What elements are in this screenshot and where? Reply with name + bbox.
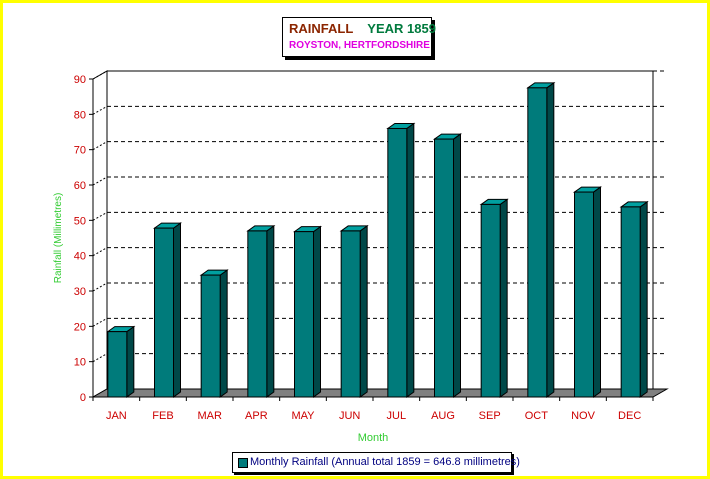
gridline-side [92,247,108,257]
bar-nov [574,191,594,398]
legend-label: Monthly Rainfall (Annual total 1859 = 64… [250,456,520,468]
chart-legend: Monthly Rainfall (Annual total 1859 = 64… [232,452,520,473]
bar-side [219,269,228,398]
x-tick-label: MAR [197,410,222,422]
gridline-side [92,105,108,115]
rainfall-chart: 0 10 20 30 40 50 60 70 80 90 JAN FEB MAR APR MAY JUN JUL… [53,70,669,444]
gridline-side [92,211,108,221]
gridline-side [92,317,108,327]
bar-jun [340,230,361,398]
bar-apr [247,230,268,398]
gridline-side [92,176,108,186]
x-tick-label: OCT [525,410,549,422]
bar-side [453,133,461,398]
y-tick-label: 10 [74,357,86,369]
bar-side [593,186,601,398]
chart-subtitle: ROYSTON, HERTFORDSHIRE [289,40,430,51]
plot-side-wall [92,70,108,398]
y-tick-label: 20 [74,321,86,333]
y-tick-label: 60 [74,180,86,192]
y-tick-label: 70 [74,145,86,157]
x-tick-label: APR [245,410,268,422]
legend-swatch [238,458,248,468]
x-tick-label: JAN [106,410,127,422]
x-tick-label: NOV [571,410,596,422]
y-tick-label: 0 [80,392,86,404]
chart-title-box: RAINFALL YEAR 1859 ROYSTON, HERTFORDSHIRE [282,17,436,57]
y-axis-label: Rainfall (Millimetres) [53,193,64,284]
bar-mar [200,274,221,398]
gridline-side [92,353,108,363]
bar-sep [480,203,501,398]
x-tick-label: JUN [339,410,360,422]
y-tick-label: 50 [74,215,86,227]
x-tick-label: SEP [479,410,501,422]
bar-side [173,222,181,398]
bar-side [546,81,555,398]
bar-side [639,200,648,398]
y-tick-label: 30 [74,286,86,298]
y-tick-label: 90 [74,74,86,86]
bar-dec [620,206,641,398]
x-tick-label: DEC [618,410,641,422]
bar-oct [527,87,548,398]
chart-title-rainfall: RAINFALL [289,21,354,36]
y-tick-label: 40 [74,251,86,263]
bar-side [313,225,321,398]
bar-side [359,224,368,398]
chart-title-year: YEAR 1859 [367,21,436,36]
bar-side [266,224,275,398]
gridline-side [92,141,108,151]
x-tick-label: AUG [431,410,455,422]
plot-back-wall [106,70,654,390]
gridline-side [92,70,108,80]
chart-title: RAINFALL YEAR 1859 [289,21,436,36]
x-tick-label: FEB [152,410,173,422]
y-tick-label: 80 [74,109,86,121]
bar-feb [154,227,174,398]
x-axis-label: Month [358,432,389,444]
x-tick-label: MAY [291,410,315,422]
bar-aug [434,138,454,398]
gridline-side [92,282,108,292]
bar-may [294,231,314,398]
bar-jan [107,331,128,398]
bar-jul [387,127,408,398]
bar-side [406,122,415,398]
x-tick-label: JUL [387,410,407,422]
bar-side [499,198,508,398]
bar-side [126,325,135,398]
